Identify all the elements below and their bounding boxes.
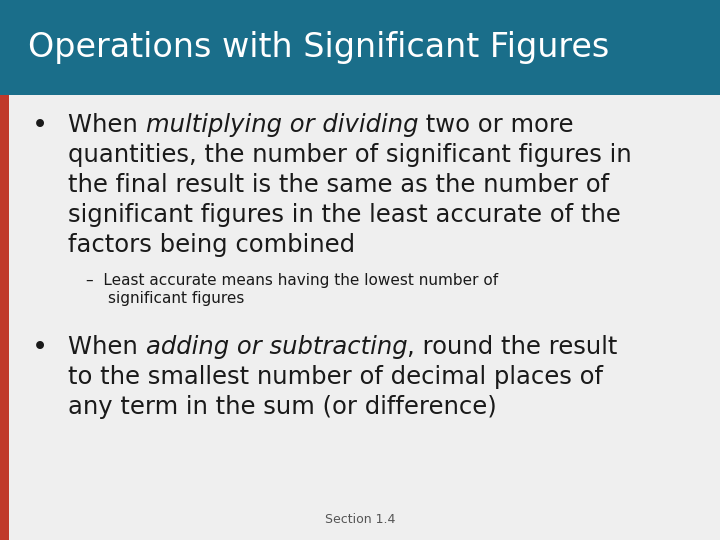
Text: significant figures in the least accurate of the: significant figures in the least accurat…: [68, 203, 621, 227]
Bar: [0, 95, 9, 540]
Text: –  Least accurate means having the lowest number of: – Least accurate means having the lowest…: [86, 273, 498, 288]
Text: •: •: [32, 335, 48, 361]
Text: When: When: [68, 335, 145, 359]
Text: quantities, the number of significant figures in: quantities, the number of significant fi…: [68, 143, 631, 167]
Text: multiplying or dividing: multiplying or dividing: [145, 113, 418, 137]
Text: two or more: two or more: [418, 113, 574, 137]
Text: factors being combined: factors being combined: [68, 233, 355, 257]
Text: When: When: [68, 113, 145, 137]
Text: to the smallest number of decimal places of: to the smallest number of decimal places…: [68, 365, 603, 389]
Text: adding or subtracting: adding or subtracting: [145, 335, 407, 359]
Text: the final result is the same as the number of: the final result is the same as the numb…: [68, 173, 609, 197]
Bar: [0, 0, 720, 95]
Text: , round the result: , round the result: [407, 335, 618, 359]
Text: Operations with Significant Figures: Operations with Significant Figures: [28, 31, 609, 64]
Text: significant figures: significant figures: [108, 291, 244, 306]
Text: •: •: [32, 113, 48, 139]
Text: Section 1.4: Section 1.4: [325, 513, 395, 526]
Text: any term in the sum (or difference): any term in the sum (or difference): [68, 395, 497, 419]
